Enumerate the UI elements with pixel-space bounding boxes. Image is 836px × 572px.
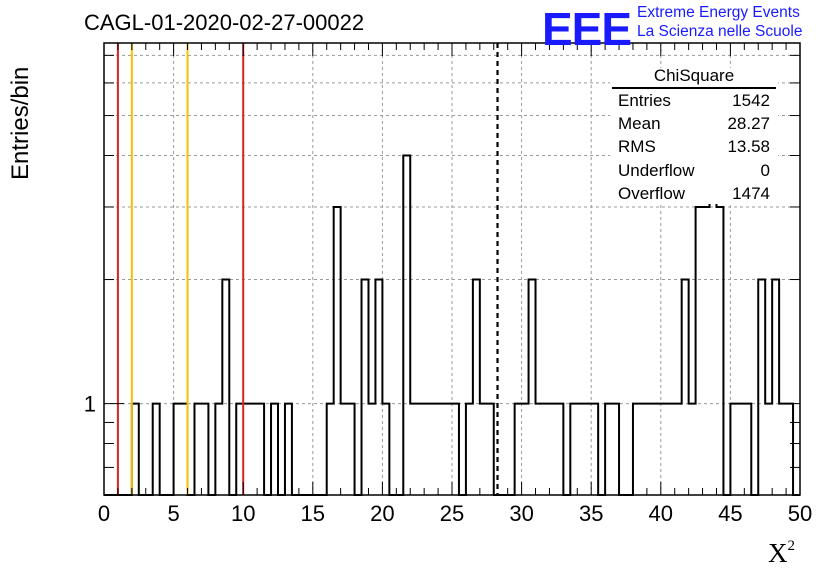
- stats-value: 1474: [732, 183, 770, 203]
- x-axis-label: X2: [768, 538, 795, 569]
- stats-row-overflow: Overflow 1474: [612, 184, 776, 207]
- stats-label: RMS: [618, 137, 656, 157]
- x-axis-label-superscript: 2: [787, 538, 796, 554]
- stats-label: Underflow: [618, 160, 695, 180]
- stats-value: 13.58: [727, 137, 770, 157]
- stats-value: 1542: [732, 91, 770, 110]
- stats-label: Mean: [618, 114, 661, 134]
- x-tick-label: 40: [649, 501, 673, 526]
- x-tick-label: 25: [440, 501, 464, 526]
- chart-title: CAGL-01-2020-02-27-00022: [84, 10, 365, 35]
- stats-value: 28.27: [727, 114, 770, 134]
- x-tick-label: 5: [167, 501, 179, 526]
- stats-label: Entries: [618, 91, 671, 110]
- x-tick-label: 0: [98, 501, 110, 526]
- stats-row-entries: Entries 1542: [612, 91, 776, 114]
- x-tick-label: 50: [788, 501, 812, 526]
- stats-title: ChiSquare: [612, 66, 776, 89]
- y-tick-label: 1: [84, 392, 96, 417]
- histogram-series: [104, 154, 800, 496]
- x-tick-label: 20: [370, 501, 394, 526]
- stats-row-underflow: Underflow 0: [612, 161, 776, 184]
- y-axis-label: Entries/bin: [7, 66, 34, 180]
- x-tick-label: 35: [579, 501, 603, 526]
- logo-caption-line1: Extreme Energy Events: [637, 4, 800, 21]
- stats-label: Overflow: [618, 183, 686, 203]
- x-axis-label-text: X: [768, 538, 788, 568]
- x-tick-label: 10: [231, 501, 255, 526]
- stats-row-rms: RMS 13.58: [612, 137, 776, 160]
- logo-caption-line2: La Scienza nelle Scuole: [637, 23, 803, 40]
- stats-row-mean: Mean 28.27: [612, 114, 776, 137]
- logo-caption: Extreme Energy Events La Scienza nelle S…: [637, 3, 802, 41]
- stats-box: ChiSquare Entries 1542 Mean 28.27 RMS 13.58…: [612, 66, 776, 207]
- stats-box-background: [610, 68, 778, 204]
- eee-logo: EEE: [542, 3, 632, 55]
- x-tick-label: 45: [718, 501, 742, 526]
- x-tick-label: 30: [509, 501, 533, 526]
- x-tick-label: 15: [301, 501, 325, 526]
- stats-value: 0: [760, 160, 770, 180]
